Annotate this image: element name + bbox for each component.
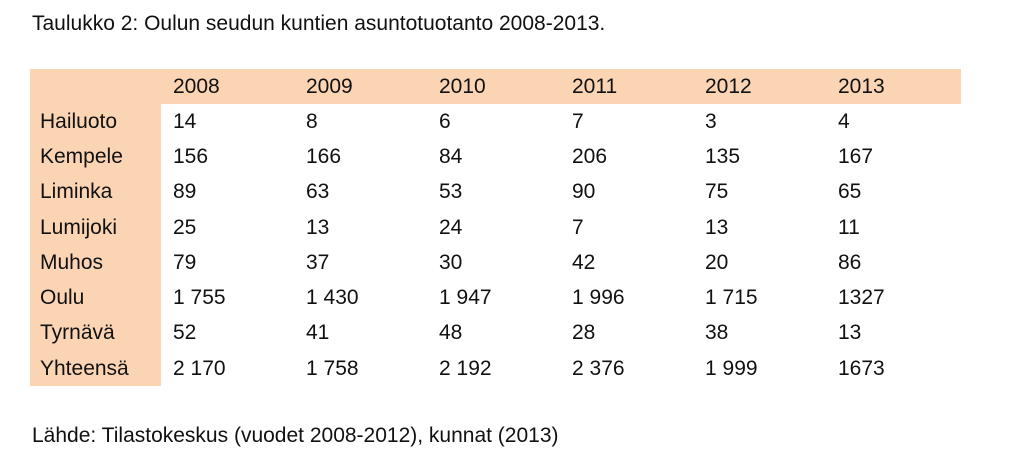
table-cell: 63: [306, 180, 330, 204]
table-row: Lumijoki 25 13 24 7 13 11: [30, 209, 961, 246]
row-label-oulu: Oulu: [30, 280, 161, 316]
table-cell: 1 947: [439, 286, 492, 310]
table-cell: 206: [572, 144, 608, 168]
table-cell: 1 758: [306, 356, 359, 380]
table-cell: 41: [306, 321, 330, 345]
table-cell: 13: [838, 321, 862, 345]
table-cell: 2 376: [572, 356, 625, 380]
table-cell: 38: [705, 321, 729, 345]
table-cell: 4: [838, 109, 850, 133]
table-cell: 89: [173, 180, 197, 204]
housing-production-table: 2008 2009 2010 2011 2012 2013 Hailuoto 1…: [30, 69, 961, 387]
table-cell: 135: [705, 144, 741, 168]
table-cell: 20: [705, 250, 729, 274]
table-cell: 48: [439, 321, 463, 345]
table-cell: 1 715: [705, 286, 758, 310]
table-cell: 7: [572, 109, 584, 133]
table-row: Muhos 79 37 30 42 20 86: [30, 245, 961, 281]
table-header-row: 2008 2009 2010 2011 2012 2013: [30, 69, 961, 104]
table-cell: 84: [439, 144, 463, 168]
header-year-2010: 2010: [439, 74, 486, 98]
header-year-2012: 2012: [705, 74, 752, 98]
table-cell: 1327: [838, 286, 885, 310]
row-label-muhos: Muhos: [30, 245, 161, 281]
table-cell: 2 192: [439, 356, 492, 380]
table-cell: 1673: [838, 356, 885, 380]
row-label-liminka: Liminka: [30, 174, 161, 210]
table-cell: 79: [173, 250, 197, 274]
source-note: Lähde: Tilastokeskus (vuodet 2008-2012),…: [32, 424, 559, 447]
table-cell: 30: [439, 250, 463, 274]
table-cell: 24: [439, 215, 463, 239]
table-cell: 166: [306, 144, 342, 168]
table-cell: 3: [705, 109, 717, 133]
table-cell: 13: [705, 215, 729, 239]
table-cell: 42: [572, 250, 596, 274]
table-cell: 14: [173, 109, 197, 133]
table-cell: 52: [173, 321, 197, 345]
table-row: Kempele 156 166 84 206 135 167: [30, 139, 961, 175]
row-label-kempele: Kempele: [30, 139, 161, 175]
table-cell: 53: [439, 180, 463, 204]
table-row: Oulu 1 755 1 430 1 947 1 996 1 715 1327: [30, 280, 961, 316]
row-label-hailuoto: Hailuoto: [30, 104, 161, 140]
header-year-2009: 2009: [306, 74, 353, 98]
table-cell: 75: [705, 180, 729, 204]
table-cell: 167: [838, 144, 874, 168]
header-year-2013: 2013: [838, 74, 885, 98]
table-row: Hailuoto 14 8 6 7 3 4: [30, 104, 961, 140]
row-label-yhteensa: Yhteensä: [30, 351, 161, 387]
table-cell: 1 430: [306, 286, 359, 310]
table-caption: Taulukko 2: Oulun seudun kuntien asuntot…: [32, 12, 606, 35]
table-cell: 7: [572, 215, 584, 239]
table-cell: 6: [439, 109, 451, 133]
table-row: Liminka 89 63 53 90 75 65: [30, 174, 961, 210]
table-cell: 28: [572, 321, 596, 345]
table-cell: 1 996: [572, 286, 625, 310]
table-cell: 13: [306, 215, 330, 239]
table-row: Tyrnävä 52 41 48 28 38 13: [30, 315, 961, 352]
table-cell: 2 170: [173, 356, 226, 380]
table-cell: 25: [173, 215, 197, 239]
table-cell: 90: [572, 180, 596, 204]
table-cell: 11: [838, 215, 860, 239]
table-cell: 37: [306, 250, 330, 274]
table-cell: 8: [306, 109, 318, 133]
row-label-lumijoki: Lumijoki: [30, 209, 161, 246]
table-total-row: Yhteensä 2 170 1 758 2 192 2 376 1 999 1…: [30, 351, 961, 387]
table-cell: 65: [838, 180, 862, 204]
header-year-2011: 2011: [572, 74, 618, 98]
row-label-tyrnava: Tyrnävä: [30, 315, 161, 352]
table-cell: 156: [173, 144, 209, 168]
header-year-2008: 2008: [173, 74, 220, 98]
header-corner-cell: [30, 69, 161, 104]
table-cell: 1 755: [173, 286, 226, 310]
table-cell: 86: [838, 250, 862, 274]
table-cell: 1 999: [705, 356, 758, 380]
